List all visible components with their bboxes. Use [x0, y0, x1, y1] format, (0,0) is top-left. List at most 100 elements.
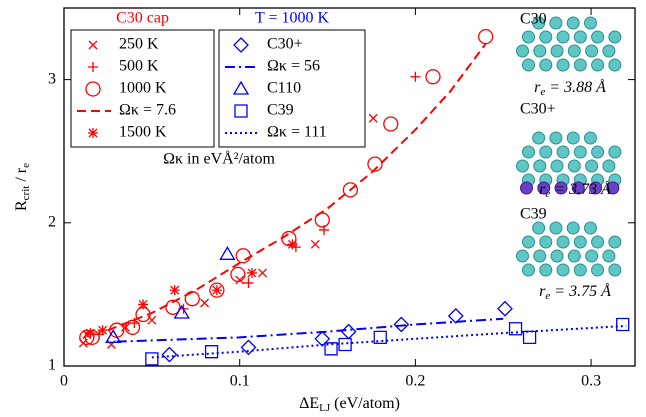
atom: [602, 44, 616, 58]
atom: [591, 263, 605, 277]
marker: [367, 156, 383, 172]
marker: [105, 329, 122, 344]
marker: [161, 346, 178, 363]
atom: [556, 30, 570, 44]
marker: [165, 299, 181, 315]
subscript: e: [540, 86, 545, 98]
atom: [608, 235, 622, 249]
legend-marker: [232, 80, 250, 95]
atom: [539, 263, 553, 277]
marker: [338, 337, 352, 352]
marker: [204, 345, 219, 359]
y-tick-label: 3: [48, 70, 56, 87]
molecule-image: [516, 221, 622, 277]
legend-label: 250 K: [119, 36, 159, 53]
marker: [368, 113, 378, 123]
atom: [571, 181, 585, 195]
marker: [447, 307, 464, 324]
atom: [539, 145, 553, 159]
marker: [310, 239, 320, 249]
atom: [533, 159, 547, 173]
atom: [550, 249, 564, 263]
atom: [585, 249, 599, 263]
atom: [533, 249, 547, 263]
legend-label: C110: [267, 80, 301, 97]
text-part: = 3.73 Å: [550, 180, 611, 198]
atom: [549, 221, 563, 235]
atom: [591, 30, 605, 44]
legend-title: C30 cap: [116, 10, 169, 27]
atom: [556, 145, 570, 159]
atom: [573, 235, 587, 249]
marker: [173, 304, 190, 319]
marker: [508, 322, 523, 336]
atom: [608, 145, 622, 159]
atom: [556, 263, 570, 277]
y-axis-label: Rcrit / re: [13, 163, 32, 211]
atom: [556, 235, 570, 249]
atom: [585, 159, 599, 173]
x-tick-label: 0.3: [581, 373, 601, 390]
atom: [583, 131, 597, 145]
atom: [567, 159, 581, 173]
marker: [393, 316, 410, 333]
atom: [537, 181, 551, 195]
marker: [124, 319, 141, 335]
atom: [532, 16, 546, 30]
atom: [556, 58, 570, 72]
atom: [591, 58, 605, 72]
subscript: e: [545, 188, 550, 200]
inset-radius: re = 3.75 Å: [539, 282, 611, 302]
x-tick-label: 0.2: [405, 373, 425, 390]
atom: [522, 58, 535, 72]
text-part: = 3.75 Å: [550, 282, 611, 300]
atom: [550, 44, 564, 58]
text-part: r: [539, 181, 546, 198]
marker: [200, 298, 210, 308]
text-part: R: [13, 200, 30, 211]
atom: [539, 30, 553, 44]
atom: [520, 181, 533, 195]
legend-marker: [88, 62, 98, 72]
atom: [566, 16, 580, 30]
fit-line: [116, 317, 504, 343]
y-tick-label: 1: [48, 357, 56, 374]
x-tick-label: 0.1: [230, 373, 250, 390]
marker: [219, 246, 236, 260]
atom: [522, 30, 535, 44]
fit-line: [107, 43, 487, 332]
marker: [478, 28, 494, 45]
marker: [235, 275, 245, 285]
marker: [138, 299, 149, 310]
atom: [566, 221, 580, 235]
atom: [516, 249, 529, 263]
marker: [240, 339, 257, 356]
marker: [209, 282, 225, 298]
legend-marker: [233, 37, 249, 53]
legend-marker: [88, 40, 98, 50]
marker: [410, 71, 421, 82]
marker: [616, 317, 630, 332]
marker: [258, 268, 267, 278]
x-axis-label: ΔELJ (eV/atom): [299, 395, 400, 414]
marker: [373, 330, 387, 345]
legend-marker: [88, 128, 98, 138]
atom: [516, 44, 529, 58]
molecule-image: [516, 131, 622, 195]
atom: [532, 131, 546, 145]
molecule-image: [516, 16, 622, 72]
legend-label: 1000 K: [119, 80, 167, 97]
marker: [522, 330, 537, 345]
inset-label: C30: [520, 11, 547, 28]
marker: [324, 342, 338, 356]
text-part: r: [534, 79, 541, 96]
marker: [287, 239, 298, 250]
fit-line: [151, 324, 627, 359]
atom: [549, 131, 563, 145]
atom: [549, 16, 563, 30]
subscript: e: [20, 163, 32, 168]
atom: [554, 181, 568, 195]
legend-label: Ωκ = 111: [267, 124, 327, 141]
text-part: = 3.88 Å: [545, 78, 606, 96]
